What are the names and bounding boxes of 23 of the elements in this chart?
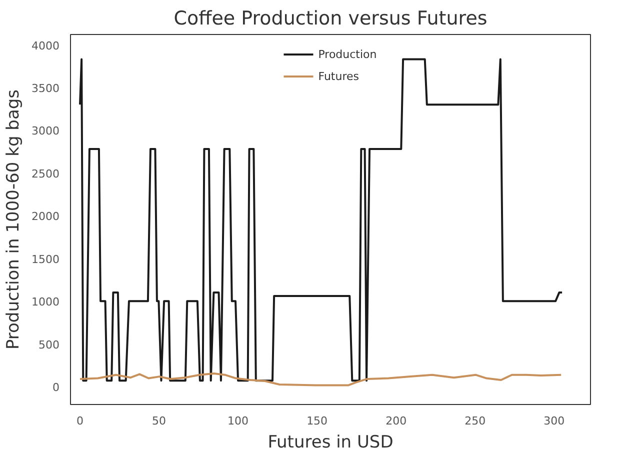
- legend-label: Production: [318, 48, 377, 60]
- x-tick-label: 150: [306, 414, 328, 428]
- x-tick-label: 250: [464, 414, 486, 428]
- line-series: [78, 58, 564, 382]
- y-tick-label: 3000: [32, 124, 60, 138]
- y-tick-label: 500: [38, 338, 60, 352]
- x-tick-label: 0: [76, 414, 84, 428]
- chart-title: Coffee Production versus Futures: [174, 8, 488, 30]
- x-tick-label: 100: [228, 414, 249, 428]
- legend-label: Futures: [318, 70, 359, 82]
- y-tick-label: 4000: [32, 39, 60, 52]
- y-tick-label: 2000: [32, 210, 60, 224]
- y-tick-label: 0: [52, 381, 60, 394]
- x-tick-label: 50: [152, 414, 166, 428]
- line-series: [78, 372, 562, 386]
- y-tick-label: 1000: [32, 296, 60, 309]
- y-tick-label: 2500: [32, 167, 60, 180]
- y-axis-title: Production in 1000-60 kg bags: [4, 89, 24, 350]
- x-tick-label: 300: [544, 414, 565, 428]
- x-axis-title: Futures in USD: [268, 432, 394, 452]
- x-tick-label: 200: [386, 414, 407, 428]
- y-tick-label: 1500: [32, 252, 60, 266]
- y-tick-label: 3500: [32, 82, 60, 95]
